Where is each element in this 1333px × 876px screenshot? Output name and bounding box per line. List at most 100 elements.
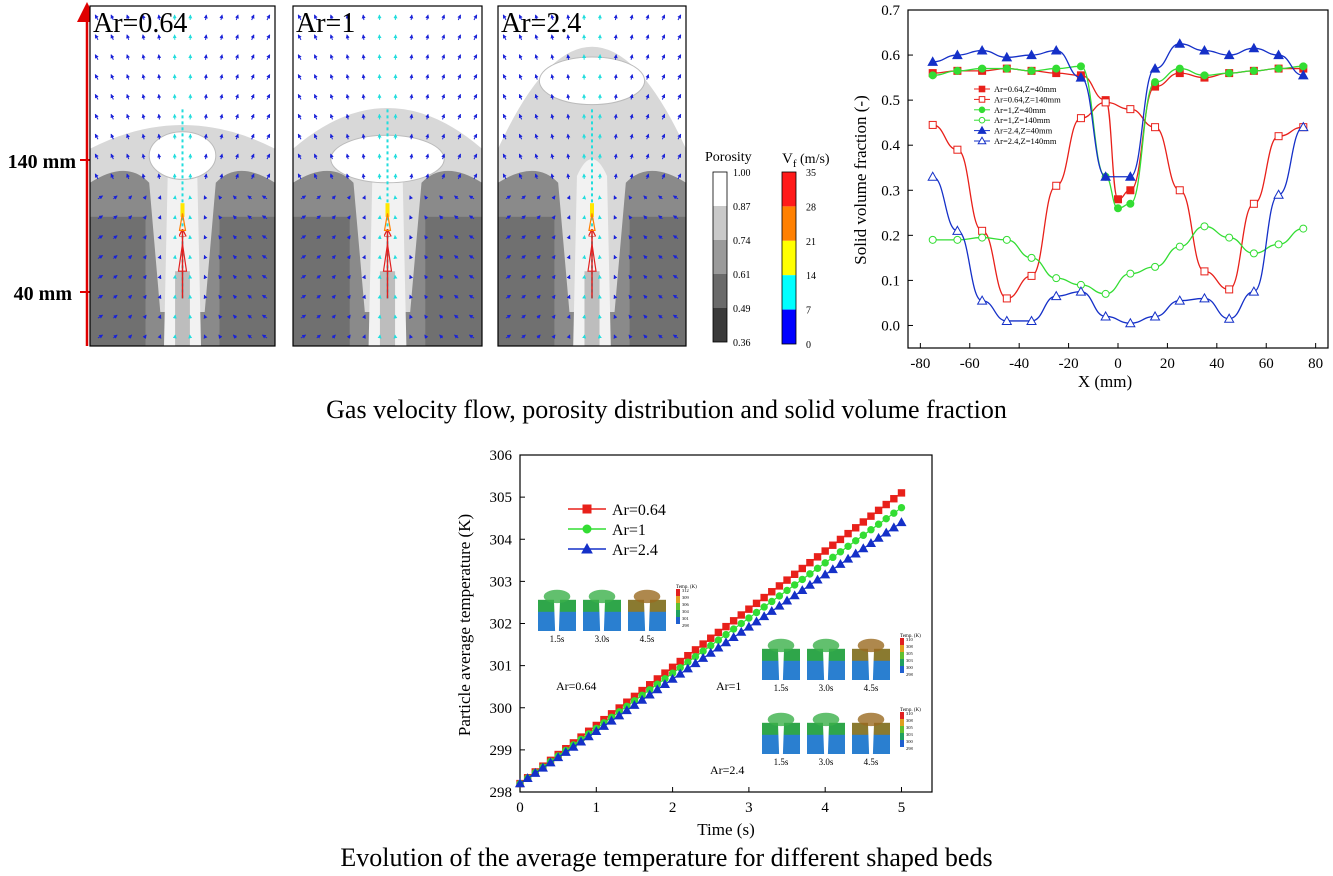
velocity-arrow (247, 195, 252, 200)
velocity-arrow (316, 274, 321, 280)
velocity-arrow (266, 34, 271, 41)
velocity-arrow (331, 314, 336, 319)
velocity-arrow (314, 173, 318, 180)
data-point (852, 524, 860, 532)
velocity-arrow (534, 173, 539, 180)
caption-bottom: Evolution of the average temperature for… (340, 843, 993, 872)
velocity-arrow (300, 195, 307, 200)
velocity-arrow (247, 215, 252, 220)
velocity-arrow (441, 34, 446, 41)
inset-colorbar-tick: 310 (906, 711, 914, 716)
velocity-arrow (409, 73, 414, 80)
velocity-arrow (218, 314, 223, 320)
velocity-arrow (331, 215, 336, 220)
velocity-arrow (219, 73, 224, 80)
velocity-arrow (473, 173, 478, 180)
series-ar-2-4-z-140mm (927, 121, 1309, 328)
velocity-arrow (409, 153, 414, 160)
velocity-arrow (142, 254, 147, 260)
velocity-arrow (219, 133, 224, 140)
series-line (932, 43, 1304, 178)
data-point (976, 45, 988, 55)
height-marker-140: 140 mm (8, 151, 77, 173)
jet-red-head (587, 243, 597, 272)
velocity-arrow (505, 294, 512, 299)
velocity-arrow (247, 255, 252, 260)
data-point (766, 605, 777, 615)
velocity-arrow (141, 14, 146, 21)
data-point (1126, 105, 1135, 114)
velocity-arrow (550, 93, 555, 100)
velocity-arrow (232, 215, 238, 220)
data-point (882, 500, 890, 509)
velocity-arrow (266, 173, 271, 180)
velocity-arrow (361, 34, 366, 40)
velocity-arrow (142, 294, 147, 300)
data-point (789, 590, 800, 600)
data-point (729, 625, 738, 633)
velocity-arrow (329, 153, 334, 160)
velocity-arrow (110, 74, 115, 80)
velocity-arrow (261, 215, 268, 220)
velocity-arrow (661, 93, 666, 100)
inset-spout (643, 596, 651, 631)
velocity-arrow (566, 173, 571, 180)
velocity-arrow (329, 73, 334, 80)
height-marker-40: 40 mm (14, 283, 73, 305)
data-point (978, 64, 987, 73)
velocity-arrow (629, 113, 634, 120)
data-point (568, 741, 579, 751)
velocity-arrow (439, 235, 444, 240)
data-point (714, 636, 723, 644)
velocity-arrow (261, 294, 268, 299)
velocity-arrow (300, 274, 307, 279)
velocity-arrow (424, 235, 429, 240)
velocity-arrow (361, 153, 366, 160)
velocity-arrow (468, 334, 475, 339)
velocity-arrow (473, 93, 478, 100)
velocity-arrow (534, 133, 539, 140)
data-point (1126, 269, 1135, 278)
velocity-arrow (316, 215, 321, 220)
velocity-arrow (502, 93, 507, 100)
data-point (1274, 64, 1283, 73)
inset-frame: 4.5s (852, 632, 890, 693)
velocity-arrow (439, 215, 444, 220)
data-point (722, 622, 730, 631)
fountain-region (148, 131, 217, 180)
spout-inlet (379, 271, 396, 346)
data-point (978, 226, 987, 235)
velocity-arrow (97, 314, 104, 319)
velocity-arrow (316, 255, 321, 260)
velocity-arrow (409, 173, 414, 180)
velocity-arrow (613, 235, 618, 240)
data-point (545, 757, 556, 767)
data-point (698, 652, 709, 662)
data-point (707, 634, 715, 642)
velocity-arrow (661, 74, 666, 80)
velocity-arrow (300, 294, 307, 299)
velocity-arrow (157, 254, 162, 260)
velocity-arrow (502, 34, 507, 41)
velocity-arrow (97, 294, 104, 299)
velocity-arrow (345, 93, 350, 100)
velocity-arrow (457, 153, 461, 160)
legend-label: Ar=2.4,Z=140mm (994, 136, 1057, 146)
data-point (888, 522, 899, 532)
inset-colorbar-swatch (900, 733, 904, 740)
data-point (821, 547, 829, 555)
velocity-arrow (505, 274, 512, 279)
velocity-arrow (457, 74, 461, 80)
velocity-tick: 7 (806, 306, 811, 317)
x-tick-label: -60 (960, 356, 980, 372)
inset-label: Ar=2.4 (710, 763, 744, 777)
velocity-arrow (550, 153, 555, 160)
velocity-arrow (94, 34, 99, 41)
velocity-arrow (566, 235, 571, 240)
velocity-arrow (468, 235, 475, 240)
inset-colorbar-tick: 298 (906, 746, 914, 751)
data-point (781, 595, 793, 605)
velocity-arrow (645, 34, 650, 41)
data-point (745, 605, 753, 613)
velocity-arrow (409, 334, 413, 339)
